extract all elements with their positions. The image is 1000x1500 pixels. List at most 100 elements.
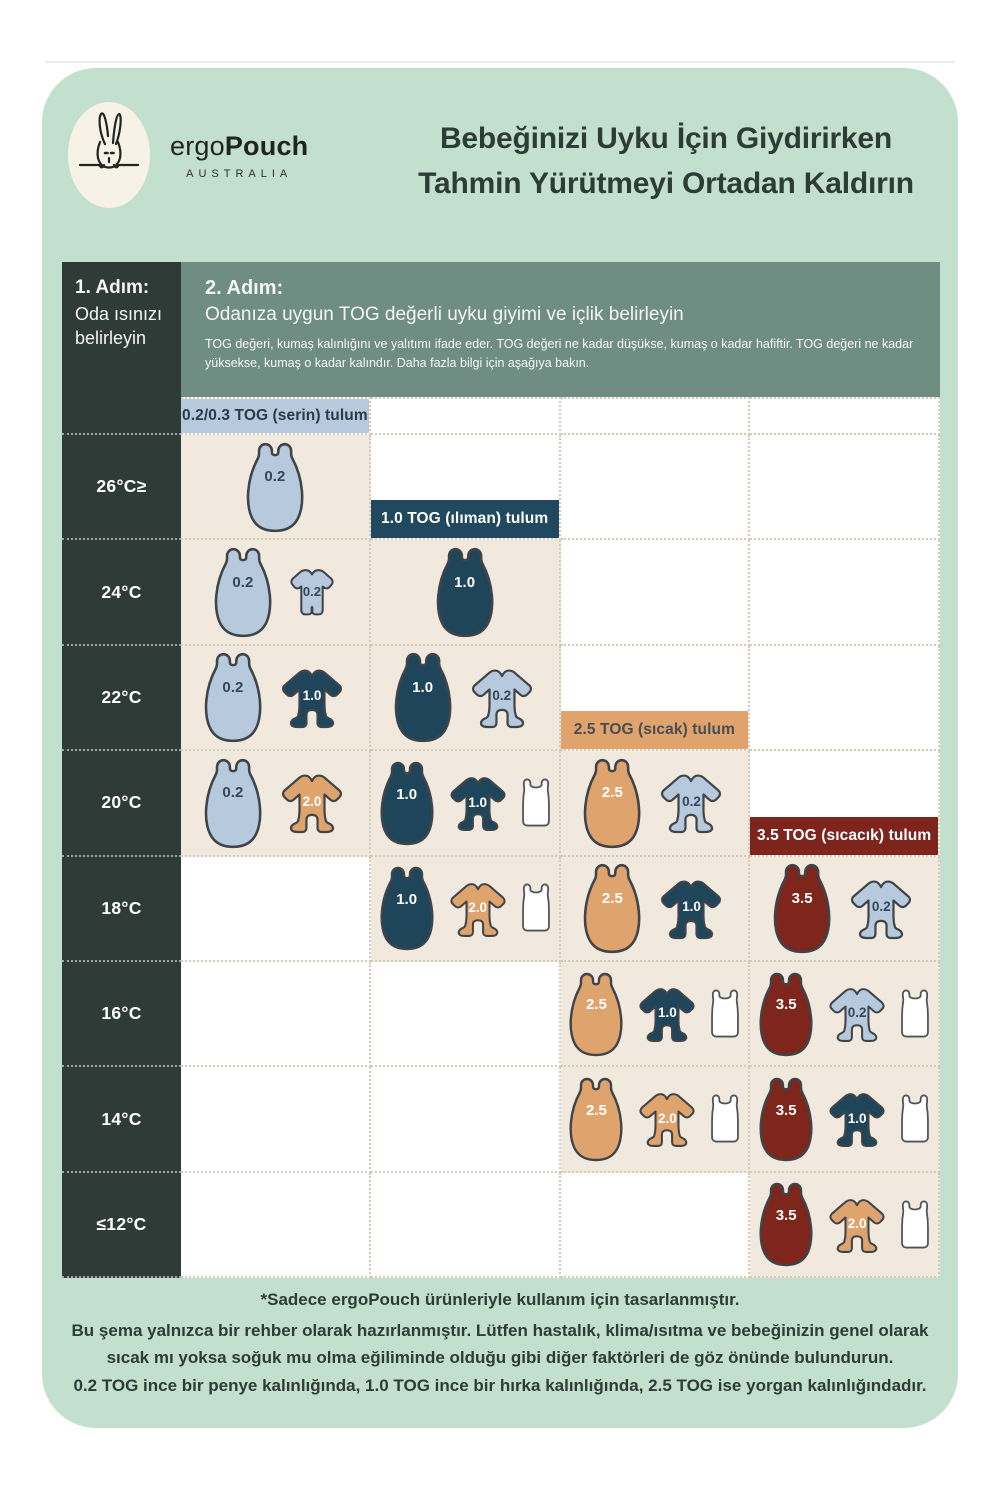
sleep-bag-icon: 0.2	[211, 546, 275, 638]
sleep-bag-icon: 1.0	[433, 546, 497, 638]
cell-18c-tog-35: 3.5 0.2	[750, 856, 940, 962]
sleep-bag-icon: 1.0	[377, 760, 437, 846]
temp-cell-18c: 18°C	[62, 856, 181, 962]
romper-icon: 2.0	[444, 879, 512, 939]
tog-value: 1.0	[302, 688, 322, 704]
cell-26c-tog-10: 1.0 TOG (ılıman) tulum	[370, 435, 561, 541]
tog-value: 1.0	[468, 794, 488, 810]
cell-22c-tog-02: 0.2 1.0	[181, 645, 371, 752]
step2-description: TOG değeri, kumaş kalınlığını ve yalıtım…	[205, 337, 914, 370]
short-romper-icon: 0.2	[285, 566, 339, 618]
strip-cell-tog-25	[560, 397, 751, 435]
tog-value: 3.5	[775, 1101, 797, 1119]
page-title-line1: Bebeğinizi Uyku İçin Giydirirken	[439, 122, 893, 155]
column-header-tog-25: 2.5 TOG (sıcak) tulum	[560, 711, 749, 750]
cell-22c-tog-25: 2.5 TOG (sıcak) tulum	[560, 645, 751, 752]
tog-value: 0.2	[847, 1005, 867, 1021]
tog-value: 0.2	[222, 679, 244, 697]
cell-12c-tog-02	[181, 1172, 371, 1279]
sleep-bag-icon: 0.2	[243, 441, 307, 533]
tog-value: 2.5	[601, 784, 623, 802]
tog-value: 1.0	[454, 573, 476, 591]
cell-12c-tog-25	[560, 1172, 751, 1279]
cell-22c-tog-10: 1.0 0.2	[370, 645, 561, 752]
tog-value: 2.0	[847, 1216, 867, 1232]
temp-cell-14c: 14°C	[62, 1067, 181, 1173]
footnote-line1: *Sadece ergoPouch ürünleriyle kullanım i…	[260, 1290, 740, 1309]
romper-icon: 2.0	[275, 770, 349, 835]
temp-cell-24c: 24°C	[62, 540, 181, 646]
sleep-bag-icon: 3.5	[756, 971, 816, 1057]
temp-label: 18°C	[101, 897, 142, 918]
singlet-icon	[898, 1093, 932, 1145]
brand-logo: ergoPouch AUSTRALIA	[68, 102, 308, 208]
column-header-tog-02: 0.2/0.3 TOG (serin) tulum	[181, 399, 369, 433]
strip-cell-tog-10	[370, 397, 561, 435]
singlet-icon	[519, 777, 553, 829]
romper-icon: 2.0	[633, 1089, 701, 1149]
footnote: *Sadece ergoPouch ürünleriyle kullanım i…	[66, 1286, 934, 1399]
cell-26c-tog-02: 0.2	[181, 435, 371, 541]
column-header-tog-10: 1.0 TOG (ılıman) tulum	[370, 500, 559, 539]
sleep-bag-icon: 2.5	[580, 757, 644, 849]
cell-26c-tog-25	[560, 435, 751, 541]
tog-value: 0.2	[871, 899, 891, 915]
temp-label: 14°C	[101, 1108, 142, 1129]
corner-cell	[62, 397, 181, 435]
tog-value: 2.5	[585, 1101, 607, 1119]
bunny-logo-icon	[68, 102, 150, 208]
romper-icon: 0.2	[823, 984, 891, 1044]
sleep-bag-icon: 0.2	[201, 651, 265, 743]
tog-value: 0.2	[682, 793, 701, 809]
cell-22c-tog-35	[750, 645, 940, 752]
strip-cell-tog-02: 0.2/0.3 TOG (serin) tulum	[181, 397, 371, 435]
temp-cell-12c: ≤12°C	[62, 1172, 181, 1279]
step2-header: 2. Adım: Odanıza uygun TOG değerli uyku …	[181, 262, 940, 397]
footnote-line3: 0.2 TOG ince bir penye kalınlığında, 1.0…	[73, 1375, 927, 1395]
tog-value: 0.2	[302, 583, 321, 599]
sleep-bag-icon: 1.0	[377, 865, 437, 951]
sleep-bag-icon: 1.0	[391, 651, 455, 743]
brand-name: ergoPouch	[170, 131, 308, 162]
singlet-icon	[708, 1093, 742, 1145]
brand-subtitle: AUSTRALIA	[186, 167, 293, 180]
tog-value: 1.0	[657, 1005, 677, 1021]
tog-value: 1.0	[847, 1110, 867, 1126]
cell-18c-tog-02	[181, 856, 371, 962]
romper-icon: 1.0	[275, 665, 349, 730]
page-title-line2: Tahmin Yürütmeyi Ortadan Kaldırın	[418, 167, 914, 200]
cell-20c-tog-35: 3.5 TOG (sıcacık) tulum	[750, 751, 940, 857]
romper-icon: 0.2	[465, 665, 539, 730]
strip-cell-tog-35	[750, 397, 940, 435]
step1-header: 1. Adım: Oda ısınızı belirleyin	[62, 262, 181, 397]
temp-cell-22c: 22°C	[62, 645, 181, 752]
romper-icon: 2.0	[823, 1195, 891, 1255]
tog-value: 3.5	[775, 996, 797, 1014]
cell-16c-tog-25: 2.5 1.0	[560, 961, 751, 1068]
tog-value: 1.0	[682, 899, 701, 915]
sleep-bag-icon: 2.5	[580, 862, 644, 954]
step2-subtitle: Odanıza uygun TOG değerli uyku giyimi ve…	[205, 304, 684, 325]
tog-value: 2.0	[468, 899, 488, 915]
romper-icon: 1.0	[823, 1089, 891, 1149]
cell-20c-tog-25: 2.5 0.2	[560, 751, 751, 857]
step1-subtitle: Oda ısınızı belirleyin	[75, 304, 163, 349]
tog-value: 2.5	[601, 889, 623, 907]
sleep-bag-icon: 0.2	[201, 757, 265, 849]
table-body: 0.2/0.3 TOG (serin) tulum 26°C≥ 0.2 1.0 TOG…	[62, 397, 940, 1279]
tog-value: 0.2	[232, 573, 254, 591]
cell-14c-tog-25: 2.5 2.0	[560, 1067, 751, 1173]
sleep-bag-icon: 3.5	[756, 1181, 816, 1267]
brand-text: ergoPouch AUSTRALIA	[170, 131, 308, 180]
sleep-bag-icon: 3.5	[756, 1076, 816, 1162]
poster-panel: ergoPouch AUSTRALIA Bebeğinizi Uyku İçin…	[42, 68, 958, 1428]
temp-label: 16°C	[101, 1003, 142, 1024]
step2-title: 2. Adım:	[205, 277, 284, 299]
romper-icon: 1.0	[633, 984, 701, 1044]
temp-label: 24°C	[101, 581, 142, 602]
cell-16c-tog-10	[370, 961, 561, 1068]
sleep-bag-icon: 2.5	[566, 971, 626, 1057]
footnote-line2: Bu şema yalnızca bir rehber olarak hazır…	[71, 1321, 929, 1368]
cell-18c-tog-25: 2.5 1.0	[560, 856, 751, 962]
